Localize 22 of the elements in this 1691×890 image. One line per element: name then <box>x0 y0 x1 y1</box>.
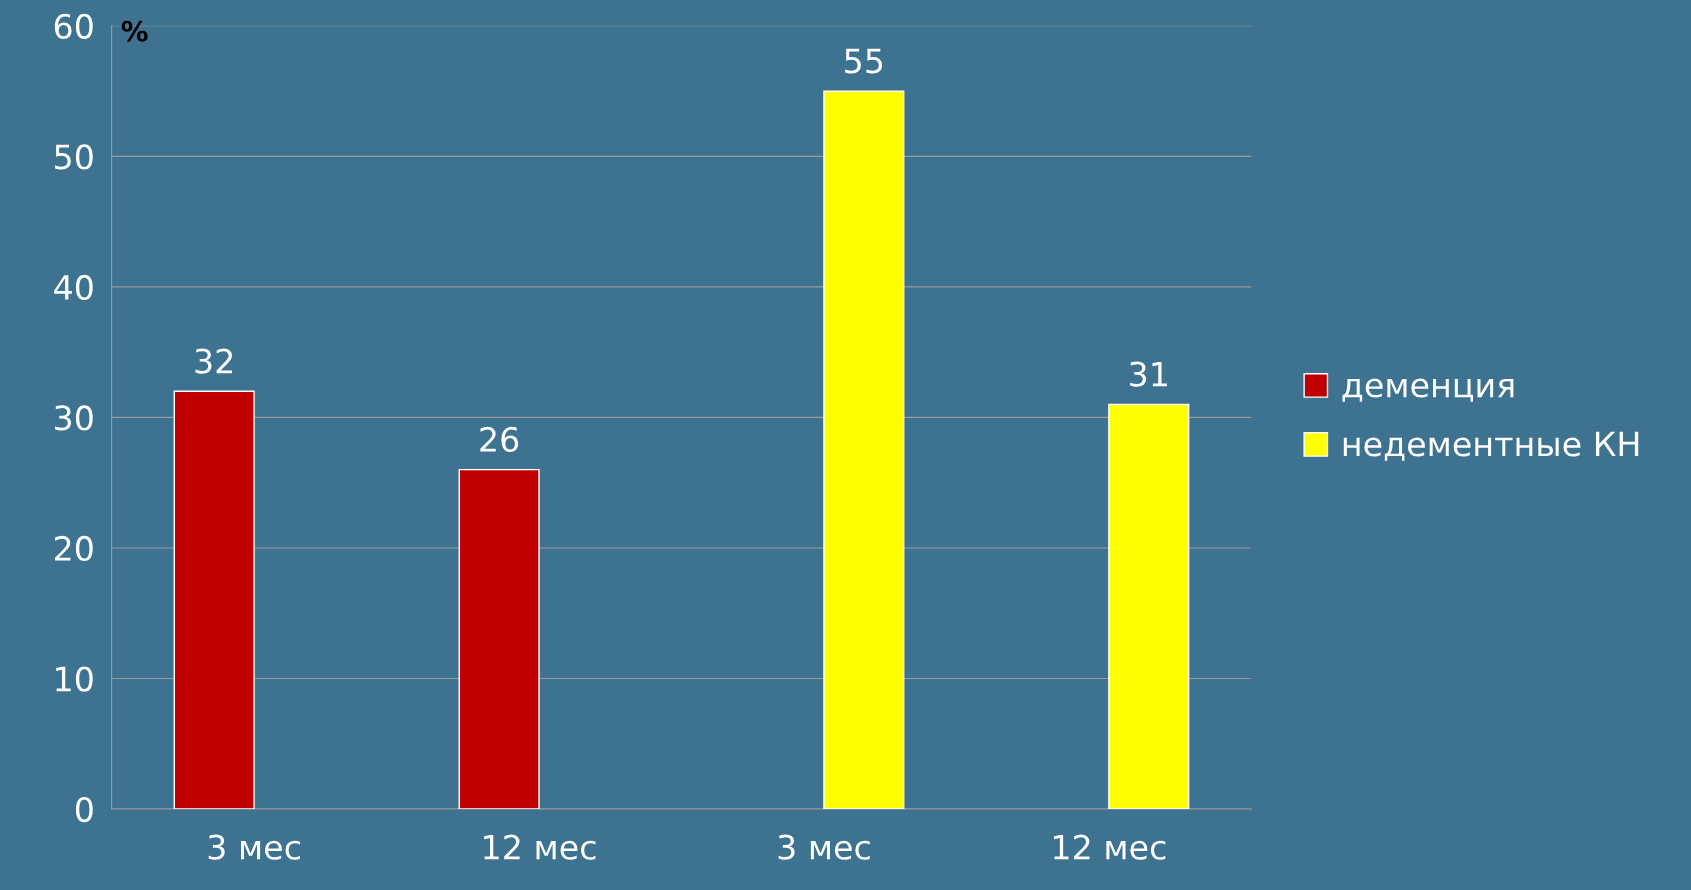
legend-label: деменция <box>1342 378 1514 402</box>
y-tick-label: 50 <box>55 144 93 170</box>
bar <box>173 390 255 810</box>
y-tick-label: 10 <box>56 666 93 692</box>
x-tick-label: 12 мес <box>1054 834 1166 860</box>
y-tick-label: 30 <box>55 405 93 431</box>
y-axis-title: % <box>121 20 148 42</box>
legend-label: недементные КН <box>1343 431 1639 461</box>
data-label: 26 <box>480 426 519 453</box>
x-tick-label: 12 мес <box>484 834 596 860</box>
x-tick-label: 3 мес <box>208 834 300 860</box>
y-tick-label: 20 <box>54 535 93 562</box>
bar <box>458 468 540 810</box>
x-tick-label: 3 мес <box>778 834 870 860</box>
y-tick-label: 40 <box>54 274 93 301</box>
data-label: 55 <box>845 48 883 74</box>
y-tick-label: 60 <box>54 13 93 39</box>
data-label: 32 <box>195 348 233 374</box>
y-tick-label: 0 <box>75 796 93 823</box>
data-label: 31 <box>1130 361 1167 387</box>
bar <box>823 90 905 810</box>
bar <box>1108 403 1190 810</box>
